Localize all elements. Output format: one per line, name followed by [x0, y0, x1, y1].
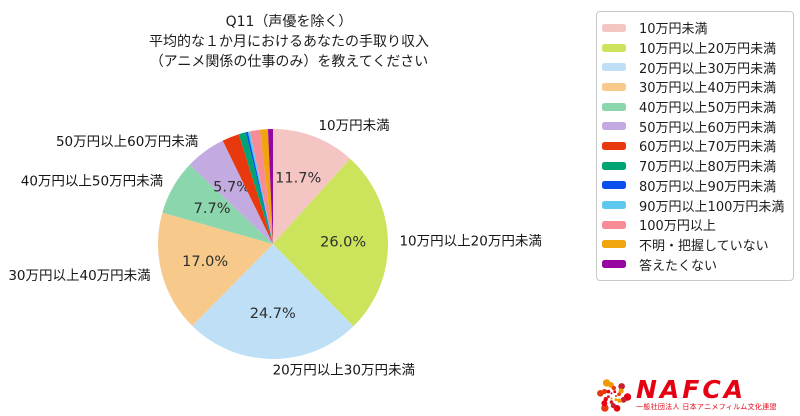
legend-label: 不明・把握していない: [639, 238, 769, 254]
slice-category-label: 40万円以上50万円未満: [21, 173, 163, 189]
nafca-brand-wordmark: NAFCA: [636, 375, 747, 404]
legend-swatch: [602, 23, 626, 32]
swirl-dot: [597, 389, 604, 397]
swirl-dot: [610, 392, 613, 395]
legend-item-9: 90万円以上100万円未満: [602, 195, 789, 215]
swirl-dot: [609, 400, 614, 404]
legend-swatch: [602, 141, 626, 150]
swirl-dot: [613, 390, 617, 394]
legend-item-2: 20万円以上30万円未満: [602, 57, 789, 77]
legend-label: 10万円未満: [639, 22, 708, 38]
legend-swatch: [602, 43, 626, 52]
slice-category-label: 50万円以上60万円未満: [56, 134, 198, 150]
chart-legend: 10万円未満 10万円以上20万円未満 20万円以上30万円未満 30万円以上40万円…: [596, 11, 794, 281]
chart-title-line-2: 平均的な１か月におけるあなたの手取り収入: [149, 34, 429, 50]
swirl-dot: [617, 398, 622, 403]
swirl-dot: [611, 385, 617, 391]
pie-slice-10: [250, 129, 273, 244]
legend-label: 50万円以上60万円未満: [639, 120, 777, 136]
nafca-tagline: 一般社団法人 日本アニメフィルム文化連盟: [636, 403, 777, 411]
slice-percent-label: 7.7%: [194, 201, 231, 217]
legend-item-0: 10万円未満: [602, 18, 789, 38]
pie-slice-12: [267, 129, 273, 244]
legend-swatch: [602, 102, 626, 111]
swirl-dot: [610, 397, 613, 400]
legend-label: 答えたくない: [639, 258, 718, 274]
swirl-dot: [610, 403, 616, 409]
legend-label: 100万円以上: [639, 219, 716, 235]
legend-swatch: [602, 122, 626, 131]
pie-slice-2: [192, 244, 354, 359]
swirl-dot: [618, 388, 624, 394]
pie-slice-9: [247, 131, 273, 244]
legend-swatch: [602, 181, 626, 190]
swirl-dot: [617, 392, 621, 397]
pie-slice-3: [158, 212, 273, 326]
legend-label: 10万円以上20万円未満: [639, 42, 777, 58]
slice-percent-label: 24.7%: [250, 306, 296, 322]
legend-item-7: 70万円以上80万円未満: [602, 156, 789, 176]
slice-category-label: 10万円未満: [318, 118, 389, 134]
legend-swatch: [602, 201, 626, 210]
legend-label: 40万円以上50万円未満: [639, 101, 777, 117]
swirl-dot: [601, 400, 608, 407]
legend-item-6: 60万円以上70万円未満: [602, 136, 789, 156]
chart-title-line-3: （アニメ関係の仕事のみ）を教えてください: [149, 54, 429, 70]
pie-slice-4: [162, 164, 273, 244]
legend-swatch: [602, 161, 626, 170]
pie-slice-6: [222, 134, 273, 244]
legend-label: 60万円以上70万円未満: [639, 140, 777, 156]
swirl-dot: [620, 396, 627, 403]
legend-item-4: 40万円以上50万円未満: [602, 97, 789, 117]
pie-slice-0: [273, 129, 351, 244]
legend-label: 80万円以上90万円未満: [639, 179, 777, 195]
legend-label: 90万円以上100万円未満: [639, 199, 785, 215]
nafca-swirl-icon: [597, 379, 631, 412]
swirl-dot: [614, 394, 618, 398]
legend-item-11: 不明・把握していない: [602, 235, 789, 255]
chart-title-line-1: Q11（声優を除く）: [225, 14, 353, 30]
pie-slice-11: [260, 129, 273, 244]
swirl-dot: [606, 395, 610, 399]
legend-label: 70万円以上80万円未満: [639, 160, 777, 176]
chart-title: Q11（声優を除く） 平均的な１か月におけるあなたの手取り収入 （アニメ関係の仕…: [0, 12, 578, 72]
slice-category-label: 20万円以上30万円未満: [273, 362, 415, 378]
slice-category-label: 10万円以上20万円未満: [399, 234, 541, 250]
slice-percent-label: 17.0%: [182, 254, 228, 270]
legend-swatch: [602, 82, 626, 91]
slice-percent-label: 26.0%: [320, 235, 366, 251]
swirl-dot: [601, 404, 609, 412]
legend-item-8: 80万円以上90万円未満: [602, 176, 789, 196]
legend-label: 20万円以上30万円未満: [639, 61, 777, 77]
legend-item-3: 30万円以上40万円未満: [602, 77, 789, 97]
slice-percent-label: 11.7%: [275, 171, 321, 187]
pie-slice-7: [238, 132, 273, 244]
legend-swatch: [602, 63, 626, 72]
slice-category-label: 30万円以上40万円未満: [8, 268, 150, 284]
pie-slice-1: [273, 158, 388, 327]
slice-percent-label: 5.7%: [213, 179, 250, 195]
swirl-dot: [606, 389, 611, 394]
legend-swatch: [602, 240, 626, 249]
swirl-dot: [614, 398, 618, 402]
legend-item-10: 100万円以上: [602, 215, 789, 235]
legend-swatch: [602, 260, 626, 269]
pie-slice-5: [189, 140, 273, 244]
swirl-dot: [618, 383, 625, 390]
swirl-dot: [602, 379, 611, 387]
legend-item-1: 10万円以上20万円未満: [602, 38, 789, 58]
legend-item-12: 答えたくない: [602, 254, 789, 274]
legend-swatch: [602, 220, 626, 229]
legend-item-5: 50万円以上60万円未満: [602, 116, 789, 136]
pie-slice-8: [245, 131, 273, 244]
legend-label: 30万円以上40万円未満: [639, 81, 777, 97]
nafca-logo: NAFCA 一般社団法人 日本アニメフィルム文化連盟: [595, 375, 777, 414]
